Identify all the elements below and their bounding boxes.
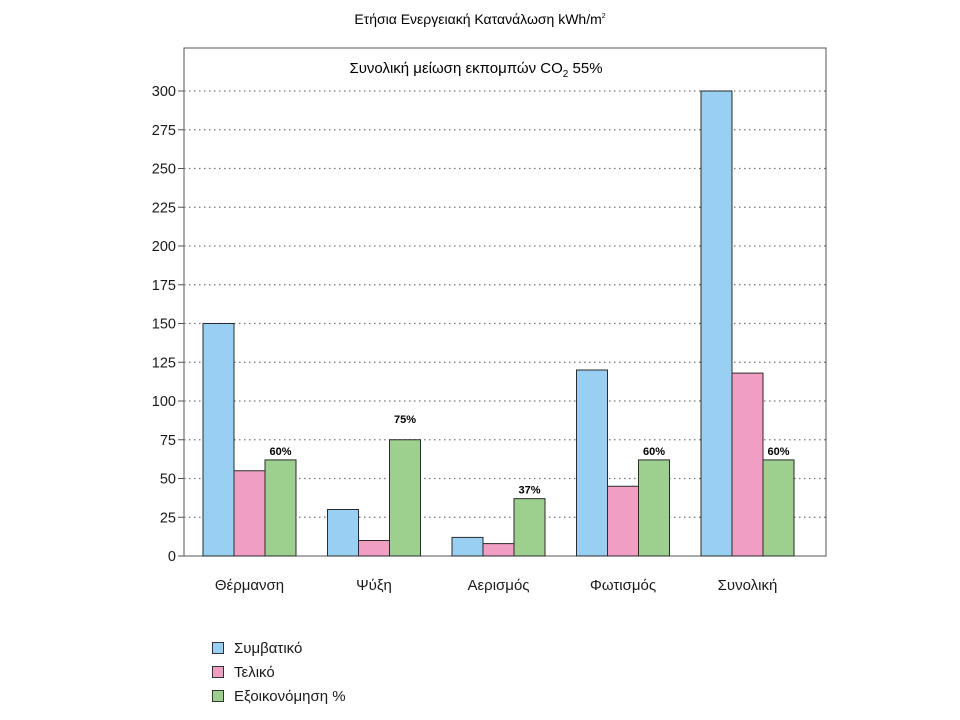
- legend-swatch: [212, 690, 224, 702]
- data-label: 37%: [518, 485, 540, 497]
- y-tick-label: 25: [160, 510, 176, 526]
- x-category-label: Φωτισμός: [590, 577, 656, 594]
- bars: [202, 90, 795, 557]
- bar-2-1: [389, 439, 421, 557]
- legend-item: Συμβατικό: [212, 636, 346, 660]
- bar-2-0: [264, 459, 297, 557]
- y-tick-label: 0: [168, 549, 176, 565]
- bar-2-2: [513, 498, 546, 557]
- chart-title: Ετήσια Ενεργειακή Κατανάλωση kWh/m2: [354, 11, 605, 27]
- data-label: 60%: [767, 446, 789, 458]
- bar-0-0: [202, 323, 235, 557]
- bar-1-2: [482, 543, 515, 557]
- bar-2-3: [638, 459, 670, 557]
- bar-1-1: [358, 540, 390, 557]
- legend-label: Εξοικονόμηση %: [234, 687, 346, 705]
- x-category-label: Ψύξη: [356, 577, 392, 594]
- x-axis-categories: Θέρμανση Ψύξη Αερισμός Φωτισμός Συνολική: [215, 577, 778, 594]
- legend-label: Συμβατικό: [234, 639, 303, 657]
- legend-swatch: [212, 642, 224, 654]
- data-label: 60%: [269, 446, 291, 458]
- data-labels: 60% 75% 37% 60% 60%: [269, 414, 789, 497]
- y-tick-label: 300: [152, 84, 176, 100]
- legend-item: Εξοικονόμηση %: [212, 684, 346, 708]
- legend-item: Τελικό: [212, 660, 346, 684]
- y-axis-ticks: 0 25 50 75 100 125 150 175 200 225 250 275 300: [152, 84, 184, 565]
- legend-label: Τελικό: [234, 663, 275, 681]
- x-category-label: Συνολική: [718, 577, 778, 594]
- y-tick-label: 50: [160, 472, 176, 488]
- y-tick-label: 225: [152, 200, 176, 216]
- bar-0-4: [700, 90, 733, 557]
- x-category-label: Αερισμός: [467, 577, 529, 594]
- bar-0-1: [327, 509, 359, 557]
- bar-1-4: [731, 372, 764, 557]
- y-tick-label: 250: [152, 162, 176, 178]
- bar-0-3: [576, 369, 608, 557]
- bar-2-4: [762, 459, 795, 557]
- data-label: 60%: [643, 446, 665, 458]
- bar-0-2: [451, 536, 484, 557]
- bar-1-0: [233, 470, 266, 557]
- y-tick-label: 200: [152, 239, 176, 255]
- chart-annotation: Συνολική μείωση εκπομπών CO2 55%: [349, 60, 602, 80]
- y-tick-label: 125: [152, 355, 176, 371]
- bar-1-3: [607, 485, 639, 557]
- y-tick-label: 150: [152, 317, 176, 333]
- legend: Συμβατικό Τελικό Εξοικονόμηση %: [212, 636, 346, 708]
- y-tick-label: 100: [152, 394, 176, 410]
- x-category-label: Θέρμανση: [215, 577, 284, 594]
- y-tick-label: 75: [160, 433, 176, 449]
- y-tick-label: 275: [152, 123, 176, 139]
- y-tick-label: 175: [152, 278, 176, 294]
- data-label: 75%: [394, 414, 416, 426]
- legend-swatch: [212, 666, 224, 678]
